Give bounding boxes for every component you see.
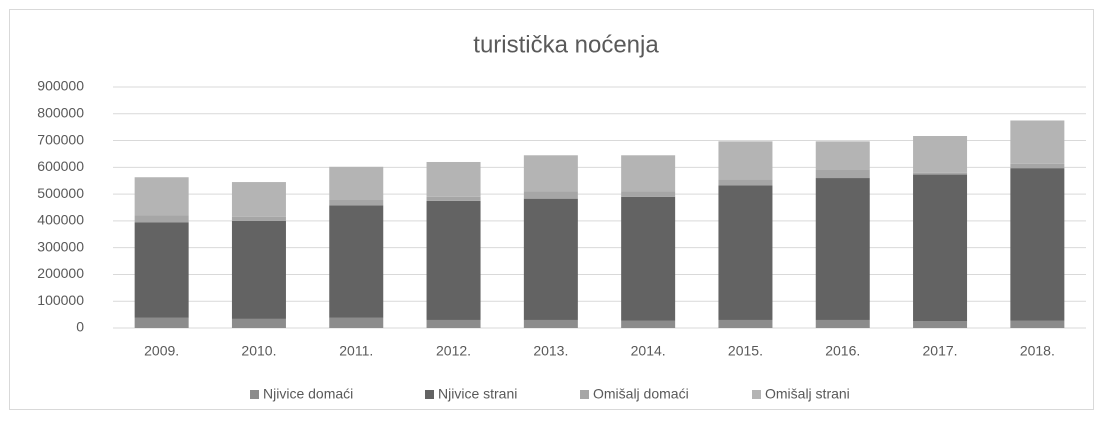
bar-segment [329, 317, 384, 328]
bar-segment [913, 321, 968, 328]
bar-segment [1010, 320, 1065, 328]
bar-segment [621, 196, 676, 321]
y-tick-label: 300000 [37, 238, 84, 254]
bar-segment [1010, 168, 1065, 321]
x-tick-label: 2011. [339, 343, 373, 359]
bar-segment [134, 222, 189, 318]
legend-label: Njivice strani [438, 386, 517, 402]
legend-swatch [752, 390, 761, 399]
bar-segment [815, 319, 870, 328]
x-tick-label: 2009. [144, 343, 179, 359]
bar-segment [523, 319, 578, 328]
y-tick-label: 700000 [37, 131, 84, 147]
x-tick-label: 2018. [1020, 343, 1055, 359]
bar-segment [1010, 163, 1065, 169]
bar-segment [913, 136, 968, 173]
chart-title: turistička noćenja [473, 31, 659, 58]
bar-segment [718, 141, 773, 180]
y-tick-label: 0 [76, 319, 84, 335]
bar-segment [426, 196, 481, 201]
legend-swatch [250, 390, 259, 399]
legend-label: Omišalj strani [765, 386, 850, 402]
bar-segment [134, 317, 189, 328]
bar-segment [718, 179, 773, 186]
y-tick-label: 500000 [37, 185, 84, 201]
legend-label: Omišalj domaći [593, 386, 689, 402]
x-tick-label: 2017. [923, 343, 958, 359]
bar-segment [231, 318, 286, 328]
bar-segment [815, 178, 870, 320]
x-tick-label: 2013. [533, 343, 568, 359]
bar-segment [523, 198, 578, 320]
y-tick-label: 100000 [37, 292, 84, 308]
bar-segment [1010, 120, 1065, 164]
bar-segment [815, 170, 870, 179]
y-tick-label: 900000 [37, 78, 84, 94]
bar-segment [426, 161, 481, 197]
bar-segment [621, 320, 676, 328]
bar-segment [329, 205, 384, 318]
y-tick-label: 400000 [37, 212, 84, 228]
bar-segment [718, 319, 773, 328]
bar-segment [913, 172, 968, 175]
bar-segment [134, 177, 189, 216]
x-tick-label: 2010. [241, 343, 276, 359]
y-tick-label: 600000 [37, 158, 84, 174]
bar-segment [231, 220, 286, 319]
bar-segment [815, 141, 870, 171]
y-tick-label: 800000 [37, 104, 84, 120]
bar-segment [621, 155, 676, 192]
bar-segment [718, 185, 773, 320]
legend-swatch [580, 390, 589, 399]
y-tick-label: 200000 [37, 265, 84, 281]
x-tick-label: 2012. [436, 343, 471, 359]
x-tick-label: 2015. [728, 343, 763, 359]
bar-segment [329, 166, 384, 201]
legend-swatch [425, 390, 434, 399]
bar-segment [523, 155, 578, 192]
bar-segment [523, 191, 578, 199]
x-tick-label: 2014. [631, 343, 666, 359]
bar-segment [426, 319, 481, 328]
bar-segment [621, 191, 676, 197]
bar-segment [231, 216, 286, 221]
bar-segment [913, 174, 968, 322]
bar-segment [134, 215, 189, 223]
bar-segment [426, 200, 481, 320]
bar-segment [329, 200, 384, 206]
bar-segment [231, 182, 286, 217]
legend-label: Njivice domaći [263, 386, 353, 402]
x-tick-label: 2016. [825, 343, 860, 359]
